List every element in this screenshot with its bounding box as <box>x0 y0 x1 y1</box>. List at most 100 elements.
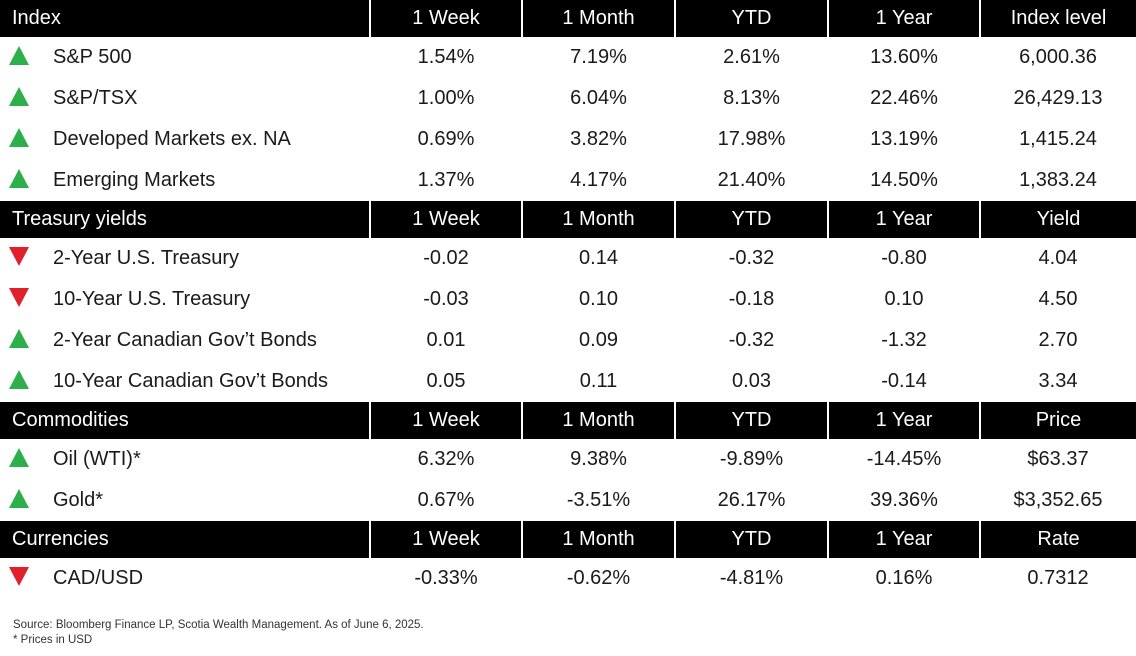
row-label: S&P/TSX <box>53 87 138 110</box>
section-header-row: Treasury yields 1 Week 1 Month YTD 1 Year Yie… <box>0 201 1136 238</box>
column-header: 1 Month <box>521 0 675 37</box>
table-row: Developed Markets ex. NA 0.69% 3.82% 17.98%… <box>0 119 1136 160</box>
table-row: CAD/USD -0.33% -0.62% -4.81% 0.16% 0.7312 <box>0 558 1136 599</box>
section-header-row: Index 1 Week 1 Month YTD 1 Year Index level <box>0 0 1136 37</box>
value-cell: 3.82% <box>570 128 627 150</box>
row-label: 10-Year Canadian Gov’t Bonds <box>53 370 328 393</box>
column-header: 1 Week <box>369 201 522 238</box>
value-cell: 0.69% <box>417 128 475 150</box>
table-row: Gold* 0.67% -3.51% 26.17% 39.36% $3,352.65 <box>0 480 1136 521</box>
table-row: 2-Year U.S. Treasury -0.02 0.14 -0.32 -0.80 4… <box>0 238 1136 279</box>
value-cell: 0.05 <box>426 370 466 392</box>
value-cell: 0.16% <box>875 567 933 589</box>
value-cell: 4.04 <box>1038 247 1078 269</box>
table-row: Emerging Markets 1.37% 4.17% 21.40% 14.50% 1,… <box>0 160 1136 201</box>
row-name-cell: Gold* <box>0 480 370 521</box>
value-cell: $63.37 <box>1027 448 1089 470</box>
column-header: 1 Week <box>369 521 522 558</box>
value-cell: 13.19% <box>870 128 938 150</box>
value-cell: 9.38% <box>570 448 627 470</box>
value-cell: 6.32% <box>417 448 475 470</box>
value-cell: 7.19% <box>570 46 627 68</box>
value-cell: 0.7312 <box>1027 567 1089 589</box>
value-cell: -3.51% <box>566 489 631 511</box>
section-header-row: Currencies 1 Week 1 Month YTD 1 Year Rate <box>0 521 1136 558</box>
column-header: 1 Month <box>521 201 675 238</box>
triangle-up-icon <box>9 489 29 509</box>
value-cell: 0.03 <box>732 370 771 392</box>
value-cell: 13.60% <box>870 46 938 68</box>
value-cell: 6,000.36 <box>1019 46 1097 68</box>
value-cell: -4.81% <box>719 567 784 589</box>
table-row: Oil (WTI)* 6.32% 9.38% -9.89% -14.45% $63.37 <box>0 439 1136 480</box>
row-name-cell: S&P 500 <box>0 37 370 78</box>
value-cell: 1,383.24 <box>1019 169 1097 191</box>
value-cell: 0.01 <box>426 329 466 351</box>
row-name-cell: 10-Year Canadian Gov’t Bonds <box>0 361 370 402</box>
column-header: Price <box>979 402 1136 439</box>
value-cell: 26,429.13 <box>1013 87 1103 109</box>
row-name-cell: Developed Markets ex. NA <box>0 119 370 160</box>
row-label: Emerging Markets <box>53 169 216 192</box>
value-cell: 17.98% <box>717 128 786 150</box>
column-header: 1 Month <box>521 521 675 558</box>
row-name-cell: 2-Year U.S. Treasury <box>0 238 370 279</box>
table-row: S&P/TSX 1.00% 6.04% 8.13% 22.46% 26,429.13 <box>0 78 1136 119</box>
column-header: 1 Year <box>827 201 980 238</box>
triangle-up-icon <box>9 370 29 390</box>
column-header: YTD <box>674 0 828 37</box>
value-cell: -0.32 <box>728 329 775 351</box>
triangle-up-icon <box>9 329 29 349</box>
table-row: 2-Year Canadian Gov’t Bonds 0.01 0.09 -0.32… <box>0 320 1136 361</box>
value-cell: 0.67% <box>417 489 475 511</box>
row-label: 10-Year U.S. Treasury <box>53 288 251 311</box>
table-row: 10-Year Canadian Gov’t Bonds 0.05 0.11 0.03… <box>0 361 1136 402</box>
section-title: Index <box>0 0 370 37</box>
row-name-cell: Oil (WTI)* <box>0 439 370 480</box>
row-label: Gold* <box>53 489 104 512</box>
value-cell: 1.00% <box>417 87 475 109</box>
column-header: Rate <box>979 521 1136 558</box>
column-header: YTD <box>674 201 828 238</box>
value-cell: -14.45% <box>866 448 942 470</box>
value-cell: -0.18 <box>728 288 775 310</box>
value-cell: 1.37% <box>417 169 475 191</box>
triangle-up-icon <box>9 46 29 66</box>
value-cell: 39.36% <box>870 489 938 511</box>
value-cell: 0.09 <box>579 329 618 351</box>
column-header: 1 Year <box>827 521 980 558</box>
triangle-up-icon <box>9 169 29 189</box>
row-name-cell: Emerging Markets <box>0 160 370 201</box>
value-cell: 1.54% <box>417 46 475 68</box>
triangle-up-icon <box>9 87 29 107</box>
value-cell: 6.04% <box>570 87 627 109</box>
value-cell: -0.14 <box>881 370 927 392</box>
market-table-container: Index 1 Week 1 Month YTD 1 Year Index level S&… <box>0 0 1136 599</box>
triangle-down-icon <box>9 567 29 587</box>
value-cell: 22.46% <box>870 87 938 109</box>
column-header: YTD <box>674 402 828 439</box>
value-cell: 4.17% <box>570 169 627 191</box>
section-title: Commodities <box>0 402 370 439</box>
column-header: 1 Year <box>827 0 980 37</box>
source-note: Source: Bloomberg Finance LP, Scotia Wea… <box>13 619 424 631</box>
value-cell: 0.11 <box>579 370 618 392</box>
row-label: 2-Year Canadian Gov’t Bonds <box>53 329 317 352</box>
value-cell: $3,352.65 <box>1013 489 1103 511</box>
value-cell: 26.17% <box>717 489 786 511</box>
triangle-down-icon <box>9 288 29 308</box>
footnotes: Source: Bloomberg Finance LP, Scotia Wea… <box>13 618 424 648</box>
column-header: 1 Week <box>369 402 522 439</box>
row-label: S&P 500 <box>53 46 132 69</box>
value-cell: -0.02 <box>423 247 469 269</box>
value-cell: -0.03 <box>423 288 469 310</box>
column-header: Yield <box>979 201 1136 238</box>
value-cell: 4.50 <box>1038 288 1078 310</box>
column-header: 1 Year <box>827 402 980 439</box>
column-header: 1 Week <box>369 0 522 37</box>
value-cell: 0.10 <box>884 288 924 310</box>
row-label: Oil (WTI)* <box>53 448 141 471</box>
value-cell: 0.10 <box>579 288 618 310</box>
value-cell: -0.62% <box>566 567 631 589</box>
table-row: 10-Year U.S. Treasury -0.03 0.10 -0.18 0.10 4… <box>0 279 1136 320</box>
